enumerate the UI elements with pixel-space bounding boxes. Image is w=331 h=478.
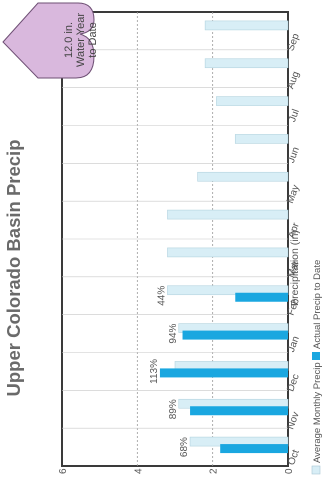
data-labels: 68% 89% 113% 94% 44% <box>149 286 190 457</box>
x-tick-label-apr: Apr <box>286 221 302 240</box>
x-tick-label-jun: Jun <box>286 146 302 165</box>
data-label-nov: 89% <box>168 399 179 419</box>
x-tick-label-jan: Jan <box>286 335 302 354</box>
x-tick-label-jul: Jul <box>287 108 302 124</box>
bar-average-sep <box>204 20 289 31</box>
bar-average-may <box>197 171 289 182</box>
bar-average-aug <box>204 58 289 69</box>
badge-shape <box>2 2 95 79</box>
legend-label-actual: Actual Precip to Date <box>312 260 323 349</box>
data-label-jan: 94% <box>168 323 179 343</box>
y-tick-label-2: 2 <box>209 468 220 474</box>
bar-average-jul <box>216 96 289 106</box>
y-tick-labels: 0 2 4 6 <box>58 468 295 474</box>
bar-average-mar <box>167 247 289 258</box>
bar-actual-feb <box>235 292 288 302</box>
y-tick-label-6: 6 <box>58 468 69 474</box>
x-tick-label-oct: Oct <box>286 448 302 467</box>
water-year-badge: 12.0 in. Water Year to Date <box>2 2 99 79</box>
data-label-dec: 113% <box>149 359 160 384</box>
grid <box>62 12 288 466</box>
legend-label-average: Average Monthly Precip <box>312 362 323 463</box>
bar-actual-jan <box>182 330 288 340</box>
badge-line-1: 12.0 in. <box>63 22 75 58</box>
y-axis-label: Precipitation (in) <box>289 230 301 306</box>
bar-actual-oct <box>220 444 288 454</box>
badge-line-2: Water Year <box>75 13 87 67</box>
chart-title: Upper Colorado Basin Precip <box>3 140 24 397</box>
data-label-feb: 44% <box>156 286 167 306</box>
legend-swatch-average <box>311 465 321 475</box>
legend-swatch-actual <box>312 352 320 360</box>
bar-actual-nov <box>190 406 288 416</box>
bar-actual-dec <box>159 368 288 378</box>
average-bars <box>167 20 289 447</box>
data-label-oct: 68% <box>179 437 190 457</box>
actual-bars <box>159 292 288 454</box>
y-tick-label-4: 4 <box>133 468 144 474</box>
badge-line-3: to Date <box>87 22 99 57</box>
bar-average-feb <box>167 285 289 296</box>
bar-average-jun <box>234 134 289 144</box>
bar-average-apr <box>167 209 289 220</box>
y-tick-label-0: 0 <box>284 468 295 474</box>
legend: Average Monthly Precip Actual Precip to … <box>311 260 323 475</box>
